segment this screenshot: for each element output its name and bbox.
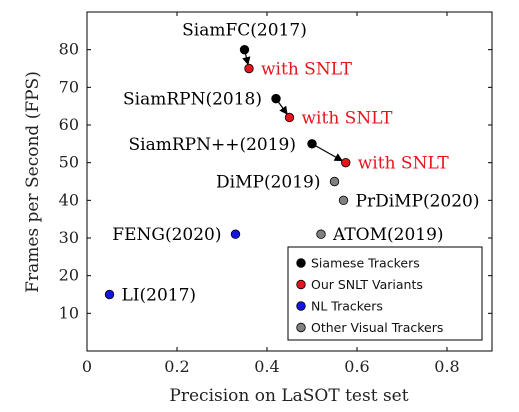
legend-box (287, 246, 483, 341)
legend-marker (296, 301, 306, 311)
point-label: with SNLT (261, 60, 353, 80)
point-label: LI(2017) (122, 286, 197, 306)
point-label: with SNLT (302, 108, 394, 128)
data-point-other (316, 229, 326, 239)
legend-label: Other Visual Trackers (311, 320, 443, 335)
arrows-layer (242, 53, 343, 162)
improvement-arrow (277, 101, 288, 115)
points-layer (104, 44, 351, 300)
point-label: SiamFC(2017) (182, 21, 307, 41)
y-axis-ticks: 10 20 30 40 50 60 70 80 (59, 40, 492, 322)
legend-label: Our SNLT Variants (311, 277, 423, 292)
legend: Siamese Trackers Our SNLT Variants NL Trac… (287, 246, 483, 341)
y-tick-label: 60 (59, 115, 79, 134)
x-tick-label: 0.2 (164, 357, 189, 376)
data-point-siamese (239, 44, 250, 55)
data-point-snlt (284, 112, 295, 123)
point-label: FENG(2020) (112, 225, 221, 245)
y-tick-label: 10 (59, 303, 79, 322)
data-point-snlt (244, 63, 254, 74)
data-point-other (338, 195, 349, 206)
point-label: with SNLT (358, 154, 450, 174)
y-axis-title: Frames per Second (FPS) (23, 71, 43, 293)
improvement-arrow (315, 145, 343, 162)
legend-marker (296, 258, 306, 268)
x-tick-label: 0 (82, 357, 92, 376)
legend-marker (296, 279, 306, 290)
point-labels-layer: SiamFC(2017) SiamRPN(2018) SiamRPN++(2019)… (112, 21, 479, 306)
x-axis-title: Precision on LaSOT test set (169, 386, 408, 406)
data-point-snlt (341, 157, 351, 168)
plot-frame (86, 11, 493, 352)
y-tick-label: 50 (59, 153, 79, 172)
y-tick-label: 40 (59, 190, 79, 209)
legend-marker (296, 322, 306, 333)
legend-label: NL Trackers (311, 299, 383, 314)
data-point-other (329, 176, 340, 187)
data-point-nl (230, 229, 241, 239)
data-point-siamese (271, 93, 281, 104)
x-tick-label: 0.6 (344, 357, 369, 376)
x-tick-label: 0.8 (434, 357, 459, 376)
data-point-nl (104, 289, 115, 300)
y-tick-label: 20 (59, 266, 79, 285)
improvement-arrow (242, 53, 251, 66)
data-point-siamese (307, 139, 317, 149)
point-label: PrDiMP(2020) (356, 191, 480, 211)
x-axis-ticks: 0 0.2 0.4 0.6 0.8 (82, 12, 460, 376)
x-tick-label: 0.4 (254, 357, 279, 376)
y-tick-label: 30 (59, 228, 79, 247)
point-label: SiamRPN(2018) (123, 90, 262, 110)
point-label: SiamRPN++(2019) (129, 135, 296, 155)
point-label: ATOM(2019) (332, 225, 444, 245)
y-tick-label: 80 (59, 40, 79, 59)
point-label: DiMP(2019) (216, 173, 320, 193)
y-tick-label: 70 (59, 77, 79, 96)
legend-label: Siamese Trackers (311, 256, 420, 271)
